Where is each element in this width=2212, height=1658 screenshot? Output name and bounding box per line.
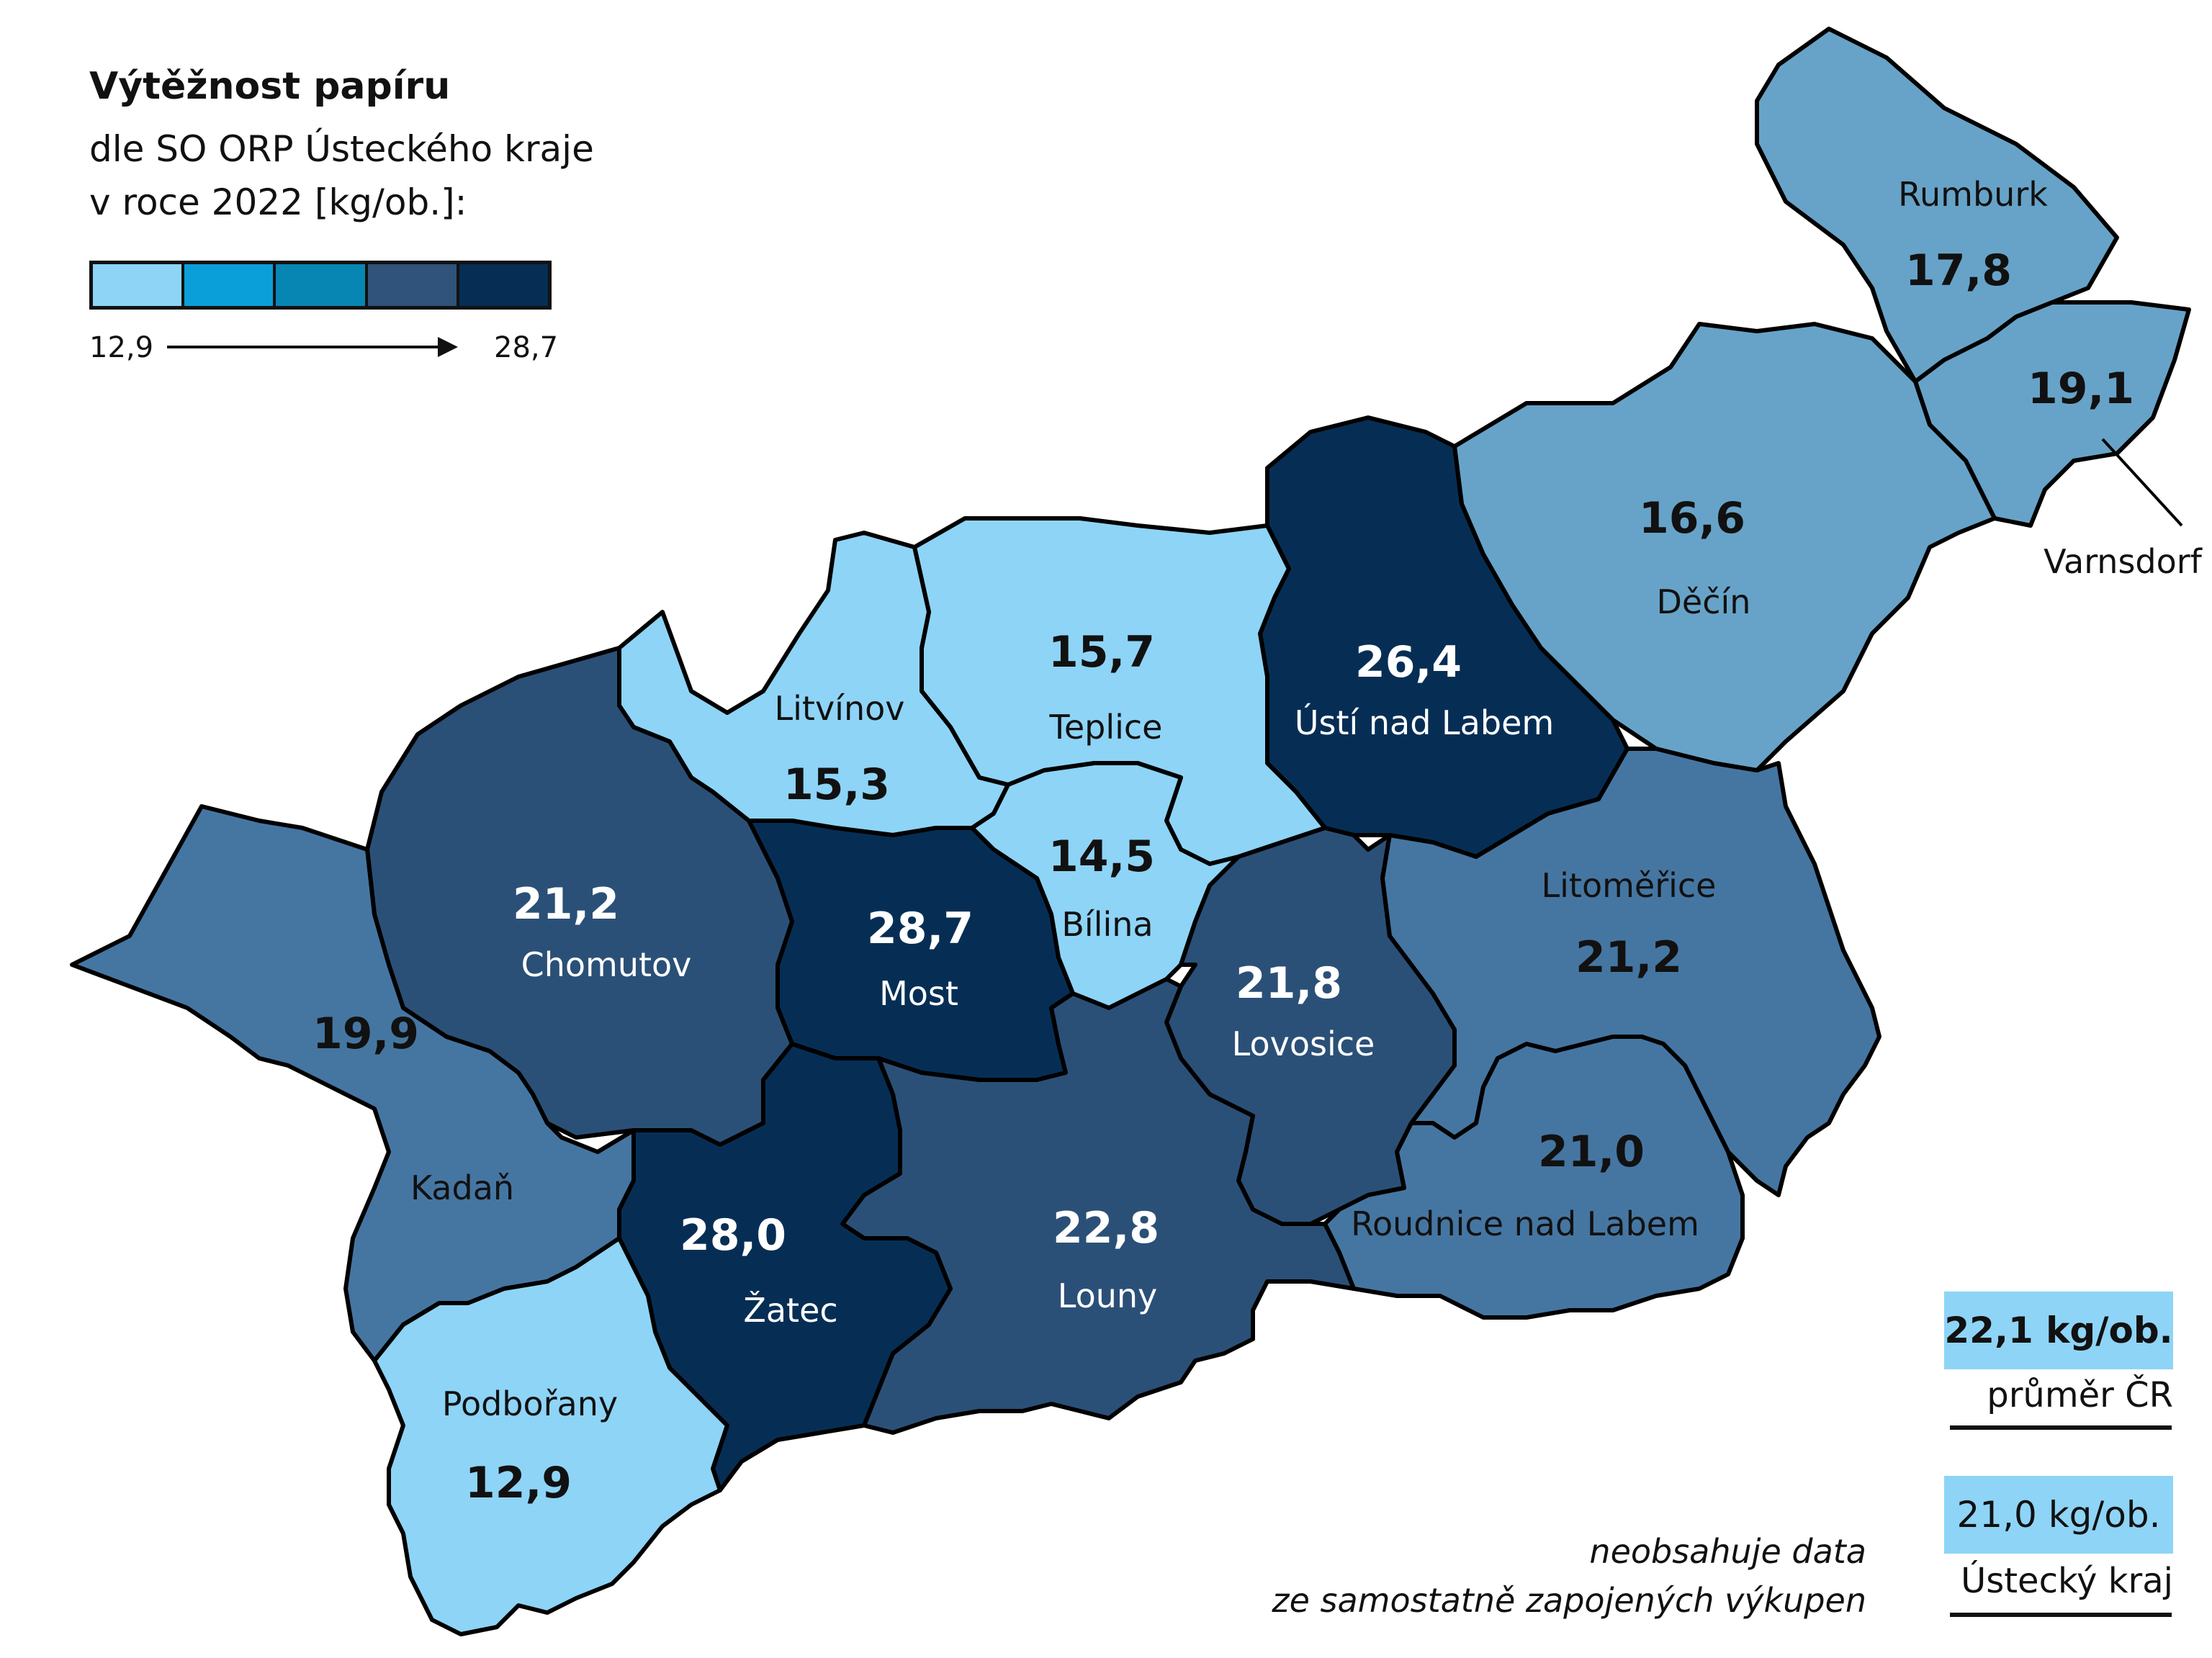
value-roudnice: 21,0 <box>1538 1127 1645 1177</box>
value-most: 28,7 <box>867 904 974 954</box>
value-varnsdorf: 19,1 <box>2028 364 2134 414</box>
kraj-average-underline <box>1950 1613 2172 1617</box>
value-lovosice: 21,8 <box>1236 958 1342 1009</box>
region-litomerice[interactable] <box>1380 747 1881 1197</box>
name-rumburk: Rumburk <box>1898 175 2048 214</box>
legend-swatch-2 <box>184 264 276 306</box>
value-litvinov: 15,3 <box>783 760 890 810</box>
value-chomutov: 21,2 <box>513 879 619 929</box>
cr-average-underline <box>1950 1425 2172 1430</box>
value-louny: 22,8 <box>1053 1203 1159 1253</box>
note-line1: neobsahuje data <box>1589 1532 1866 1571</box>
map-subtitle-line1: dle SO ORP Ústeckého kraje <box>89 128 594 170</box>
name-most: Most <box>879 974 958 1013</box>
map-subtitle-line2: v roce 2022 [kg/ob.]: <box>89 181 467 223</box>
name-decin: Děčín <box>1657 582 1751 621</box>
value-decin: 16,6 <box>1639 493 1745 544</box>
name-usti: Ústí nad Labem <box>1295 703 1554 742</box>
name-louny: Louny <box>1058 1276 1158 1315</box>
value-litomerice: 21,2 <box>1575 932 1682 983</box>
legend-swatch-3 <box>276 264 368 306</box>
name-varnsdorf: Varnsdorf <box>2044 542 2203 581</box>
value-bilina: 14,5 <box>1048 832 1155 882</box>
value-usti: 26,4 <box>1355 637 1462 688</box>
legend-min-label: 12,9 <box>89 331 154 364</box>
name-lovosice: Lovosice <box>1232 1024 1375 1063</box>
note-line2: ze samostatně zapojených výkupen <box>1272 1581 1866 1620</box>
legend-swatch-4 <box>367 264 459 306</box>
region-podborany[interactable] <box>372 1236 729 1636</box>
value-rumburk: 17,8 <box>1905 245 2012 296</box>
legend-max-label: 28,7 <box>494 331 559 364</box>
name-bilina: Bílina <box>1061 905 1153 944</box>
value-teplice: 15,7 <box>1048 627 1155 677</box>
legend-swatch-5 <box>459 264 549 306</box>
name-roudnice: Roudnice nad Labem <box>1351 1204 1699 1243</box>
value-podborany: 12,9 <box>465 1458 572 1508</box>
legend-swatch-1 <box>93 264 185 306</box>
value-zatec: 28,0 <box>680 1210 786 1261</box>
name-teplice: Teplice <box>1049 708 1163 747</box>
varnsdorf-leader-line <box>2101 438 2183 527</box>
name-zatec: Žatec <box>743 1291 837 1330</box>
arrow-right-icon <box>438 337 458 357</box>
legend-color-scale <box>89 261 552 310</box>
name-litvinov: Litvínov <box>775 689 905 728</box>
name-kadan: Kadaň <box>410 1168 514 1207</box>
cr-average-label: průměr ČR <box>1987 1375 2173 1415</box>
map-title: Výtěžnost papíru <box>89 65 451 108</box>
name-podborany: Podbořany <box>442 1384 618 1423</box>
value-kadan: 19,9 <box>313 1009 419 1059</box>
name-chomutov: Chomutov <box>521 945 692 984</box>
kraj-average-badge: 21,0 kg/ob. <box>1944 1476 2173 1554</box>
cr-average-badge: 22,1 kg/ob. <box>1944 1292 2173 1369</box>
kraj-average-label: Ústecký kraj <box>1961 1561 2173 1601</box>
legend-arrow-line <box>167 346 441 348</box>
name-litomerice: Litoměřice <box>1542 866 1717 905</box>
